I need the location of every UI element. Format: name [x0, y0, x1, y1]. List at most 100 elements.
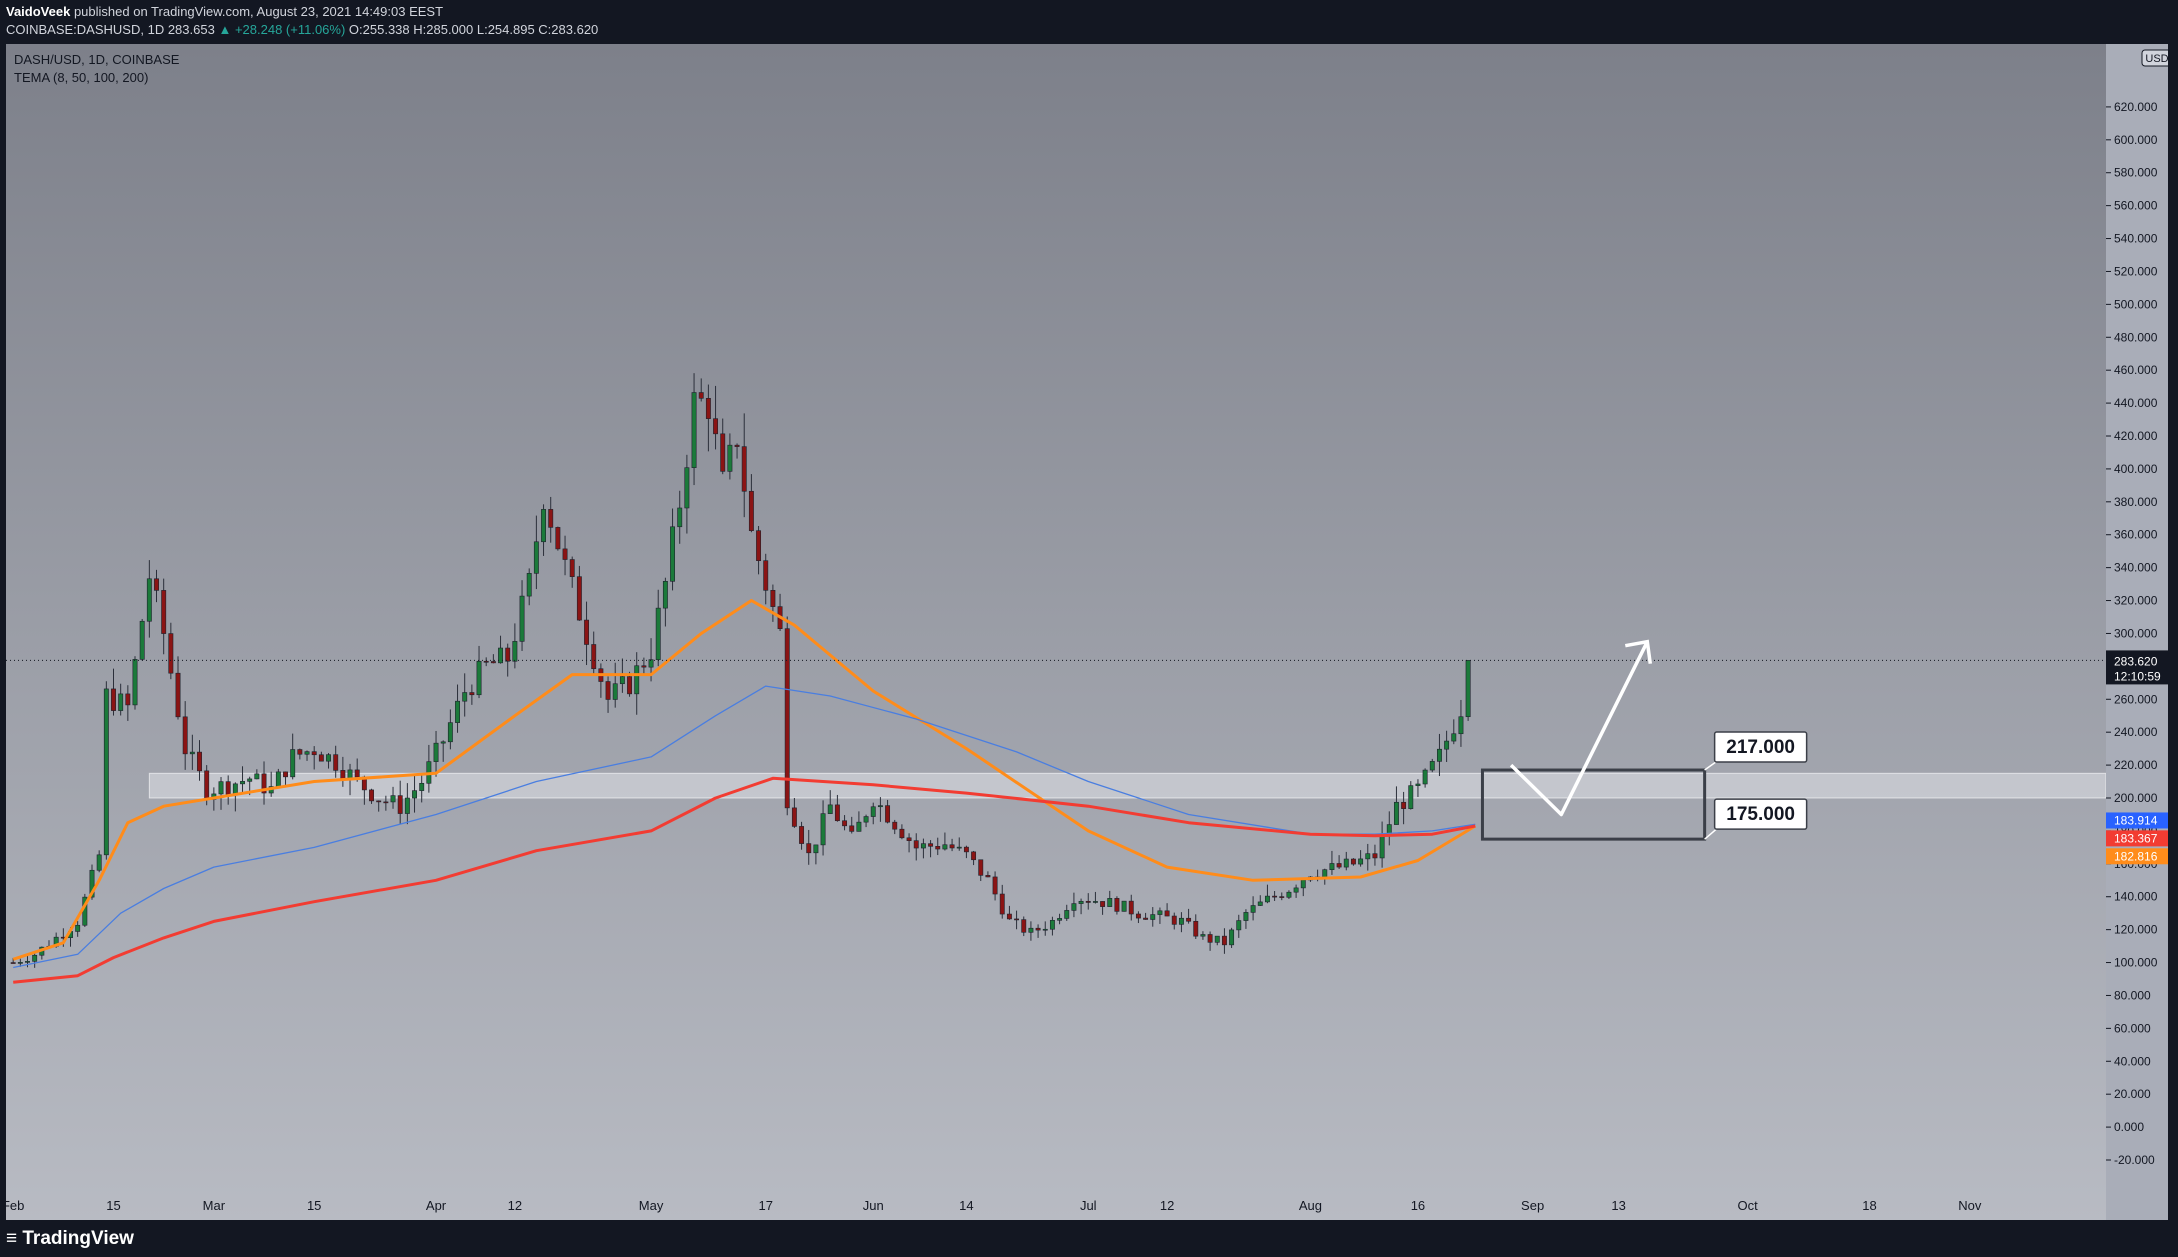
price-tick-label: 100.000 [2114, 956, 2158, 970]
price-tick-label: 80.000 [2114, 988, 2151, 1002]
time-tick-label: 15 [106, 1198, 120, 1213]
price-tick-label: 480.000 [2114, 330, 2158, 344]
candle-body [1286, 891, 1292, 898]
candle-body [1014, 918, 1020, 921]
candle-body [1157, 910, 1163, 915]
candle-body [705, 398, 711, 419]
candle-body [548, 509, 554, 528]
publish-info: published on TradingView.com, August 23,… [73, 4, 444, 19]
price-tick-label: 580.000 [2114, 166, 2158, 180]
candle-body [813, 844, 819, 854]
candle-body [691, 392, 697, 468]
candle-body [770, 590, 776, 607]
price-tick-label: 500.000 [2114, 297, 2158, 311]
candle-body [139, 620, 145, 660]
candle-body [1100, 901, 1106, 907]
candle-body [885, 805, 891, 823]
time-tick-label: May [639, 1198, 664, 1213]
price-tick-label: 360.000 [2114, 528, 2158, 542]
legend-indicator: TEMA (8, 50, 100, 200) [14, 70, 149, 85]
candle-body [10, 962, 16, 964]
candle-body [505, 647, 511, 662]
candle-body [1415, 783, 1421, 786]
candle-body [892, 821, 898, 830]
candle-body [340, 770, 346, 780]
candle-body [748, 490, 754, 531]
candle-body [648, 659, 654, 668]
candle-body [942, 844, 948, 850]
time-tick-label: 14 [959, 1198, 973, 1213]
candle-body [132, 659, 138, 706]
candle-body [240, 781, 245, 785]
candle-body [627, 676, 632, 695]
candle-body [870, 806, 876, 817]
time-tick-label: Feb [6, 1198, 24, 1213]
currency-badge: USD [2141, 49, 2173, 67]
ma-label-box [2106, 848, 2176, 865]
price-tick-label: 20.000 [2114, 1087, 2151, 1101]
ma-label: 183.914 [2114, 813, 2158, 827]
time-tick-label: Aug [1299, 1198, 1322, 1213]
candle-body [218, 781, 224, 795]
candle-body [168, 633, 174, 674]
time-tick-label: 17 [758, 1198, 772, 1213]
chart-plot-area[interactable]: 217.000 175.000 [6, 44, 2106, 1220]
candle-body [204, 770, 210, 800]
candle-body [1164, 910, 1170, 917]
time-tick-label: 18 [1862, 1198, 1876, 1213]
candle-body [462, 692, 468, 702]
candle-body [1114, 898, 1120, 912]
candle-body [1422, 769, 1428, 785]
candle-body [806, 843, 812, 854]
candle-body [89, 869, 95, 898]
price-tick-label: 40.000 [2114, 1054, 2151, 1068]
projection-arrow [1509, 640, 1649, 817]
candle-body [1128, 900, 1134, 915]
candle-body [1272, 895, 1278, 898]
candle-body [899, 828, 905, 839]
candle-body [928, 843, 934, 847]
author-name[interactable]: VaidoVeek [6, 4, 71, 19]
last-price: 283.653 [167, 22, 215, 37]
candle-body [1336, 863, 1342, 868]
price-tick-label: 320.000 [2114, 594, 2158, 608]
candle-body [326, 754, 331, 762]
candle-body [1006, 913, 1012, 920]
candle-body [784, 628, 790, 809]
candle-body [1250, 905, 1256, 913]
tradingview-logo[interactable]: ≡ TradingView [6, 1228, 134, 1250]
candle-body [75, 924, 81, 932]
time-axis[interactable]: Feb 15 Mar 15 Apr 12 May 17 Jun 14 Jul 12 Aug 16 Sep 13… [6, 1190, 2106, 1220]
price-tick-label: 200.000 [2114, 791, 2158, 805]
candle-body [1092, 901, 1098, 903]
candle-body [1293, 887, 1299, 893]
candle-body [1135, 913, 1141, 919]
candle-body [1300, 879, 1306, 889]
candle-body [189, 751, 195, 755]
candle-body [1458, 716, 1464, 735]
right-edge [2168, 44, 2178, 1220]
candle-body [1279, 896, 1285, 898]
candle-body [1343, 858, 1349, 868]
candle-body [376, 800, 382, 803]
candle-body [1028, 927, 1034, 933]
candle-body [605, 681, 611, 700]
candle-body [827, 804, 833, 814]
tema-line [13, 776, 1476, 984]
candle-body [978, 859, 984, 876]
candle-body [1085, 900, 1091, 903]
candle-body [1322, 869, 1328, 878]
tradingview-brand: TradingView [22, 1228, 134, 1249]
candle-body [261, 773, 267, 794]
candle-body [297, 749, 303, 755]
candle-body [1207, 934, 1213, 943]
target-label-bottom: 175.000 [1726, 804, 1795, 825]
currency-badge-text: USD [2145, 53, 2168, 65]
candle-body [1150, 914, 1156, 920]
publish-line: VaidoVeek published on TradingView.com, … [6, 4, 443, 19]
candle-body [641, 665, 647, 668]
candle-body [935, 846, 941, 850]
candle-body [1121, 900, 1127, 912]
price-axis[interactable]: -20.000 0.000 20.000 40.000 60.000 80.000 100.… [2106, 44, 2178, 1220]
candle-body [662, 581, 668, 609]
